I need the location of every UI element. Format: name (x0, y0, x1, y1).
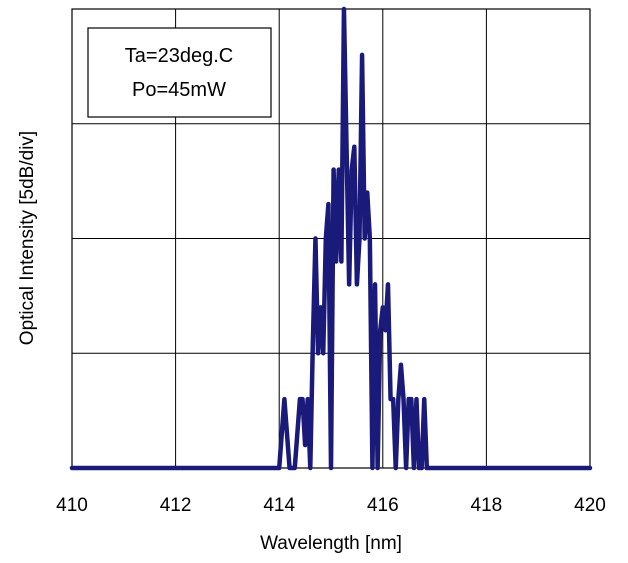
x-tick-labels: 410 412 414 416 418 420 (56, 495, 606, 516)
annotation-frame (87, 27, 272, 118)
annotation-power: Po=45mW (132, 79, 226, 101)
annotation-box: Ta=23deg.C Po=45mW (87, 27, 272, 118)
annotation-temperature: Ta=23deg.C (125, 45, 233, 67)
x-tick-label: 414 (263, 495, 295, 516)
x-tick-label: 412 (160, 495, 192, 516)
y-axis-label: Optical Intensity [5dB/div] (17, 131, 38, 345)
x-tick-label: 416 (367, 495, 399, 516)
x-tick-label: 410 (56, 495, 88, 516)
x-tick-label: 418 (471, 495, 503, 516)
x-axis-label: Wavelength [nm] (260, 533, 402, 554)
x-tick-label: 420 (574, 495, 606, 516)
spectrum-line (69, 6, 593, 471)
